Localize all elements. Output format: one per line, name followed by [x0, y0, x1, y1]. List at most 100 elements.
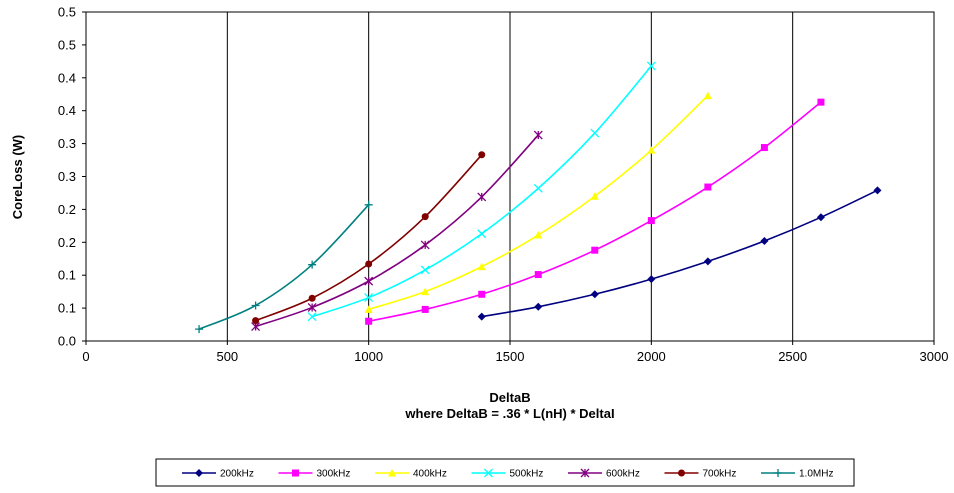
- y-axis-title: CoreLoss (W): [10, 135, 25, 220]
- y-tick-label: 0.2: [58, 202, 76, 217]
- axis-ticks: 0 500 1000 1500 2000 2500 3000 0.0 0.1 0.1 0.2 0.2 0…: [58, 5, 949, 365]
- series-line: [198, 204, 370, 330]
- data-point: [646, 61, 656, 71]
- data-point: [420, 265, 430, 275]
- legend-swatch-marker: [774, 469, 782, 477]
- data-point: [477, 192, 487, 202]
- x-tick-label: 2500: [778, 349, 807, 364]
- data-point: [647, 275, 656, 284]
- legend-label: 500kHz: [510, 469, 544, 480]
- legend-swatch-marker: [388, 469, 396, 477]
- x-tick-label: 1500: [496, 349, 525, 364]
- series-line: [368, 101, 822, 323]
- data-point: [873, 186, 882, 195]
- y-tick-label: 0.4: [58, 103, 76, 118]
- data-point: [704, 183, 712, 191]
- y-tick-label: 0.5: [58, 37, 76, 52]
- legend-swatch-marker: [292, 469, 299, 477]
- data-point: [647, 146, 656, 154]
- x-tick-label: 2000: [637, 349, 666, 364]
- data-point: [251, 301, 260, 310]
- data-point: [534, 302, 543, 311]
- x-tick-label: 1000: [354, 349, 383, 364]
- data-point: [590, 290, 599, 299]
- y-tick-label: 0.3: [58, 136, 76, 151]
- data-point: [364, 200, 373, 209]
- data-point: [533, 130, 543, 140]
- data-point: [365, 260, 373, 268]
- data-point: [478, 290, 486, 298]
- legend: 200kHz 300kHz 400kHz 500kHz 600kHz 700kHz 1.0M…: [182, 469, 833, 480]
- legend-item-600kHz: 600kHz: [568, 469, 640, 480]
- data-point: [364, 293, 374, 303]
- legend-label: 300kHz: [317, 469, 351, 480]
- data-point: [477, 229, 487, 239]
- legend-item-400kHz: 400kHz: [375, 469, 447, 480]
- data-point: [647, 217, 655, 225]
- data-point: [534, 231, 543, 239]
- data-point: [760, 144, 768, 152]
- data-point: [195, 325, 204, 334]
- y-tick-label: 0.0: [58, 334, 76, 349]
- data-point: [308, 260, 317, 269]
- legend-item-1.0MHz: 1.0MHz: [761, 469, 833, 480]
- y-tick-label: 0.1: [58, 268, 76, 283]
- y-tick-label: 0.1: [58, 301, 76, 316]
- legend-item-200kHz: 200kHz: [182, 469, 254, 480]
- y-tick-label: 0.3: [58, 169, 76, 184]
- series-600kHz: [251, 130, 543, 331]
- legend-label: 200kHz: [220, 469, 254, 480]
- series-400kHz: [364, 91, 712, 313]
- legend-item-700kHz: 700kHz: [664, 469, 737, 480]
- series-700kHz: [252, 151, 486, 325]
- legend-label: 700kHz: [703, 469, 737, 480]
- data-point: [365, 317, 373, 325]
- series-line: [255, 134, 539, 328]
- legend-item-300kHz: 300kHz: [278, 469, 351, 480]
- data-point: [252, 317, 260, 325]
- data-point: [703, 257, 712, 266]
- data-point: [590, 192, 599, 200]
- x-tick-label: 3000: [920, 349, 949, 364]
- x-axis-subtitle: where DeltaB = .36 * L(nH) * DeltaI: [404, 406, 614, 421]
- data-point: [421, 305, 429, 313]
- y-tick-label: 0.2: [58, 235, 76, 250]
- legend-swatch-marker: [678, 469, 685, 477]
- data-point: [477, 312, 486, 321]
- legend-label: 600kHz: [606, 469, 640, 480]
- series-1.0MHz: [195, 200, 373, 334]
- data-point: [307, 302, 317, 312]
- series-500kHz: [307, 61, 656, 322]
- data-point: [421, 213, 429, 221]
- data-point: [817, 98, 825, 106]
- legend-swatch-marker: [580, 468, 590, 478]
- y-tick-label: 0.5: [58, 5, 76, 20]
- legend-label: 400kHz: [413, 469, 447, 480]
- grid: [226, 12, 794, 341]
- data-point: [591, 246, 599, 254]
- data-point: [364, 305, 373, 313]
- legend-label: 1.0MHz: [799, 469, 833, 480]
- x-tick-label: 500: [216, 349, 238, 364]
- data-point: [420, 240, 430, 250]
- series-200kHz: [477, 186, 882, 321]
- data-point: [478, 151, 486, 159]
- data-point: [308, 294, 316, 302]
- data-point: [477, 262, 486, 271]
- legend-swatch-marker: [484, 468, 493, 478]
- data-point: [534, 271, 542, 279]
- data-point: [703, 91, 712, 100]
- y-tick-label: 0.4: [58, 70, 76, 85]
- data-point: [590, 128, 600, 138]
- legend-item-500kHz: 500kHz: [471, 468, 544, 480]
- data-point: [421, 287, 430, 296]
- x-axis-title: DeltaB: [489, 390, 530, 405]
- x-tick-label: 0: [82, 349, 89, 364]
- series-300kHz: [365, 98, 825, 325]
- series-line: [481, 189, 878, 318]
- data-point: [364, 276, 374, 286]
- data-point: [533, 183, 543, 193]
- data-point: [816, 213, 825, 222]
- data-point: [307, 312, 317, 322]
